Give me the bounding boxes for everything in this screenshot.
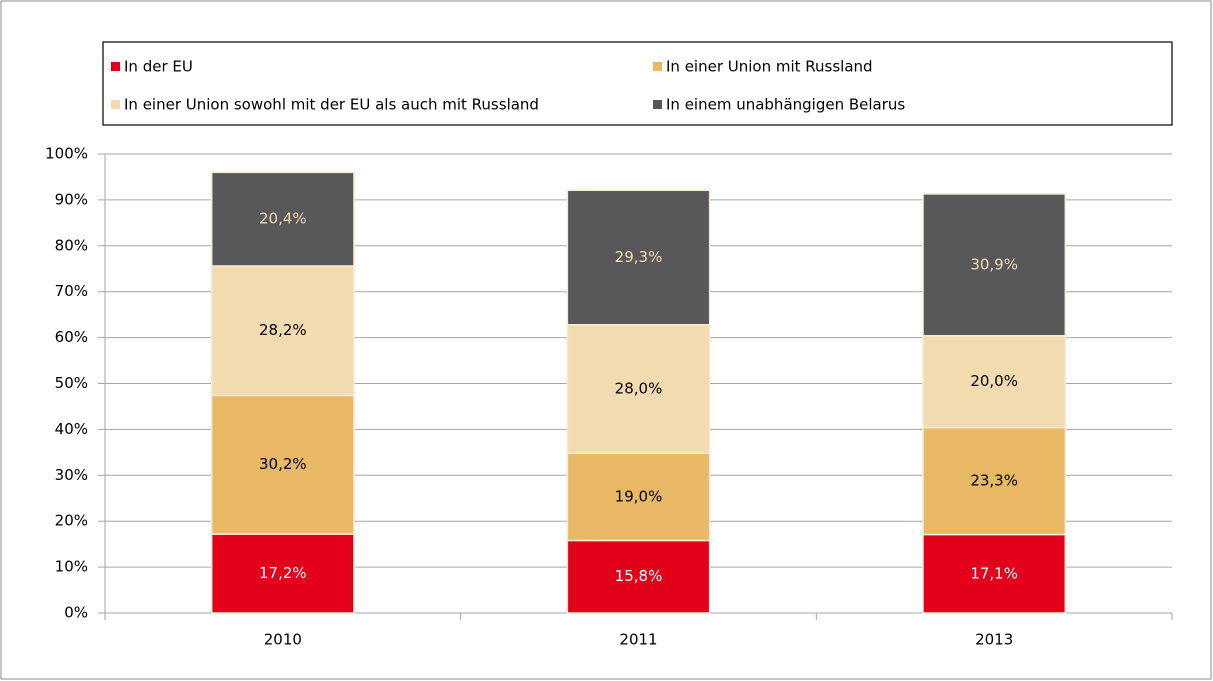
y-tick-label: 70% [55,282,88,300]
legend-swatch [653,62,662,71]
y-tick-label: 100% [45,145,88,163]
legend-swatch [653,100,662,109]
value-label: 19,0% [615,487,663,505]
x-tick-label: 2013 [975,631,1013,649]
value-label: 23,3% [970,472,1018,490]
y-tick-label: 0% [64,604,88,622]
legend-swatch [111,100,120,109]
value-label: 30,9% [970,255,1018,273]
bar-segment [210,265,355,397]
y-tick-label: 90% [55,190,88,208]
value-label: 15,8% [615,567,663,585]
bar-segment [922,193,1067,337]
y-tick-label: 40% [55,420,88,438]
value-label: 30,2% [259,455,307,473]
legend-label: In der EU [124,58,193,76]
x-tick-label: 2010 [264,631,302,649]
legend-box [102,41,1173,126]
x-tick-label: 2011 [619,631,657,649]
y-tick-label: 30% [55,466,88,484]
legend-label: In einer Union sowohl mit der EU als auc… [124,96,539,114]
y-tick-label: 50% [55,374,88,392]
y-tick-label: 10% [55,558,88,576]
bar-segment [566,323,711,455]
bar-segment [566,452,711,542]
y-tick-label: 60% [55,328,88,346]
bar-segment [210,533,355,614]
value-label: 17,1% [970,564,1018,582]
legend-label: In einem unabhängigen Belarus [666,96,905,114]
bar-segment [566,539,711,614]
bar-segment [210,171,355,267]
value-label: 28,0% [615,380,663,398]
value-label: 20,4% [259,210,307,228]
y-tick-label: 80% [55,236,88,254]
value-label: 28,2% [259,321,307,339]
value-label: 29,3% [615,248,663,266]
bar-segment [922,335,1067,429]
legend-swatch [111,62,120,71]
legend-label: In einer Union mit Russland [666,58,873,76]
bar-segment [566,189,711,326]
y-tick-label: 20% [55,512,88,530]
bar-segment [922,426,1067,536]
value-label: 20,0% [970,372,1018,390]
bar-segment [922,533,1067,614]
value-label: 17,2% [259,564,307,582]
